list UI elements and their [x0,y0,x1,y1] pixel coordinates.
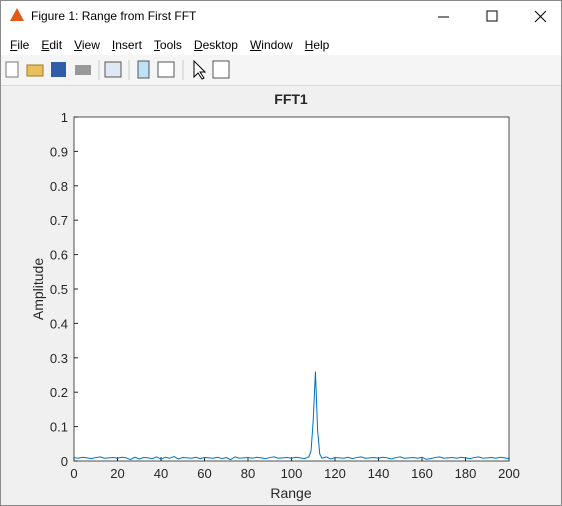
maximize-button[interactable] [486,10,498,22]
menu-item[interactable]: Edit [41,38,63,52]
menu-item[interactable]: Desktop [193,38,238,52]
colorbar-icon[interactable] [137,60,150,79]
y-tick-label: 0.3 [50,351,68,366]
menu-item[interactable]: Help [304,38,330,52]
y-tick-label: 1 [61,110,68,125]
close-button[interactable] [534,10,547,23]
menu-item[interactable]: View [74,38,100,52]
title-icons [10,8,547,23]
x-tick-label: 0 [70,466,77,481]
y-tick-label: 0.1 [50,420,68,435]
menu-bar: File Edit View Insert Tools Desktop Window Help [1,33,561,55]
y-tick-label: 0 [61,454,68,469]
x-tick-label: 60 [197,466,211,481]
toolbar [1,55,561,86]
x-tick-label: 40 [154,466,168,481]
new-icon[interactable] [5,61,19,78]
print-icon[interactable] [75,65,91,75]
y-tick-label: 0.2 [50,385,68,400]
open-icon[interactable] [26,64,44,77]
x-tick-label: 160 [411,466,433,481]
x-tick-label: 180 [455,466,477,481]
y-tick-label: 0.9 [50,144,68,159]
x-tick-label: 120 [324,466,346,481]
x-tick-label: 200 [498,466,520,481]
x-tick-label: 140 [368,466,390,481]
y-tick-label: 0.7 [50,213,68,228]
x-tick-label: 20 [110,466,124,481]
x-axis-label: Range [270,485,311,501]
chart-title: FFT1 [274,91,308,107]
y-tick-label: 0.4 [50,316,68,331]
data-line [73,371,510,461]
menu-item[interactable]: Window [249,38,293,52]
y-tick-label: 0.5 [50,282,68,297]
x-tick-label: 100 [281,466,303,481]
y-axis-label: Amplitude [30,258,46,320]
y-tick-label: 0.6 [50,248,68,263]
menu-item[interactable]: Insert [111,38,142,52]
window-title: Figure 1: Range from First FFT [31,9,197,23]
pointer-icon[interactable] [193,59,207,80]
x-tick-label: 80 [241,466,255,481]
property-icon[interactable] [212,60,230,79]
title-bar: Figure 1: Range from First FFT [1,1,561,33]
axes-box [73,116,510,462]
print-preview-icon[interactable] [104,61,122,78]
menu-item[interactable]: File [10,38,30,52]
legend-icon[interactable] [157,61,175,78]
menu-item[interactable]: Tools [153,38,182,52]
save-icon[interactable] [51,62,66,77]
app-icon [10,8,24,21]
toolbar-icons [5,59,230,80]
y-tick-label: 0.8 [50,179,68,194]
